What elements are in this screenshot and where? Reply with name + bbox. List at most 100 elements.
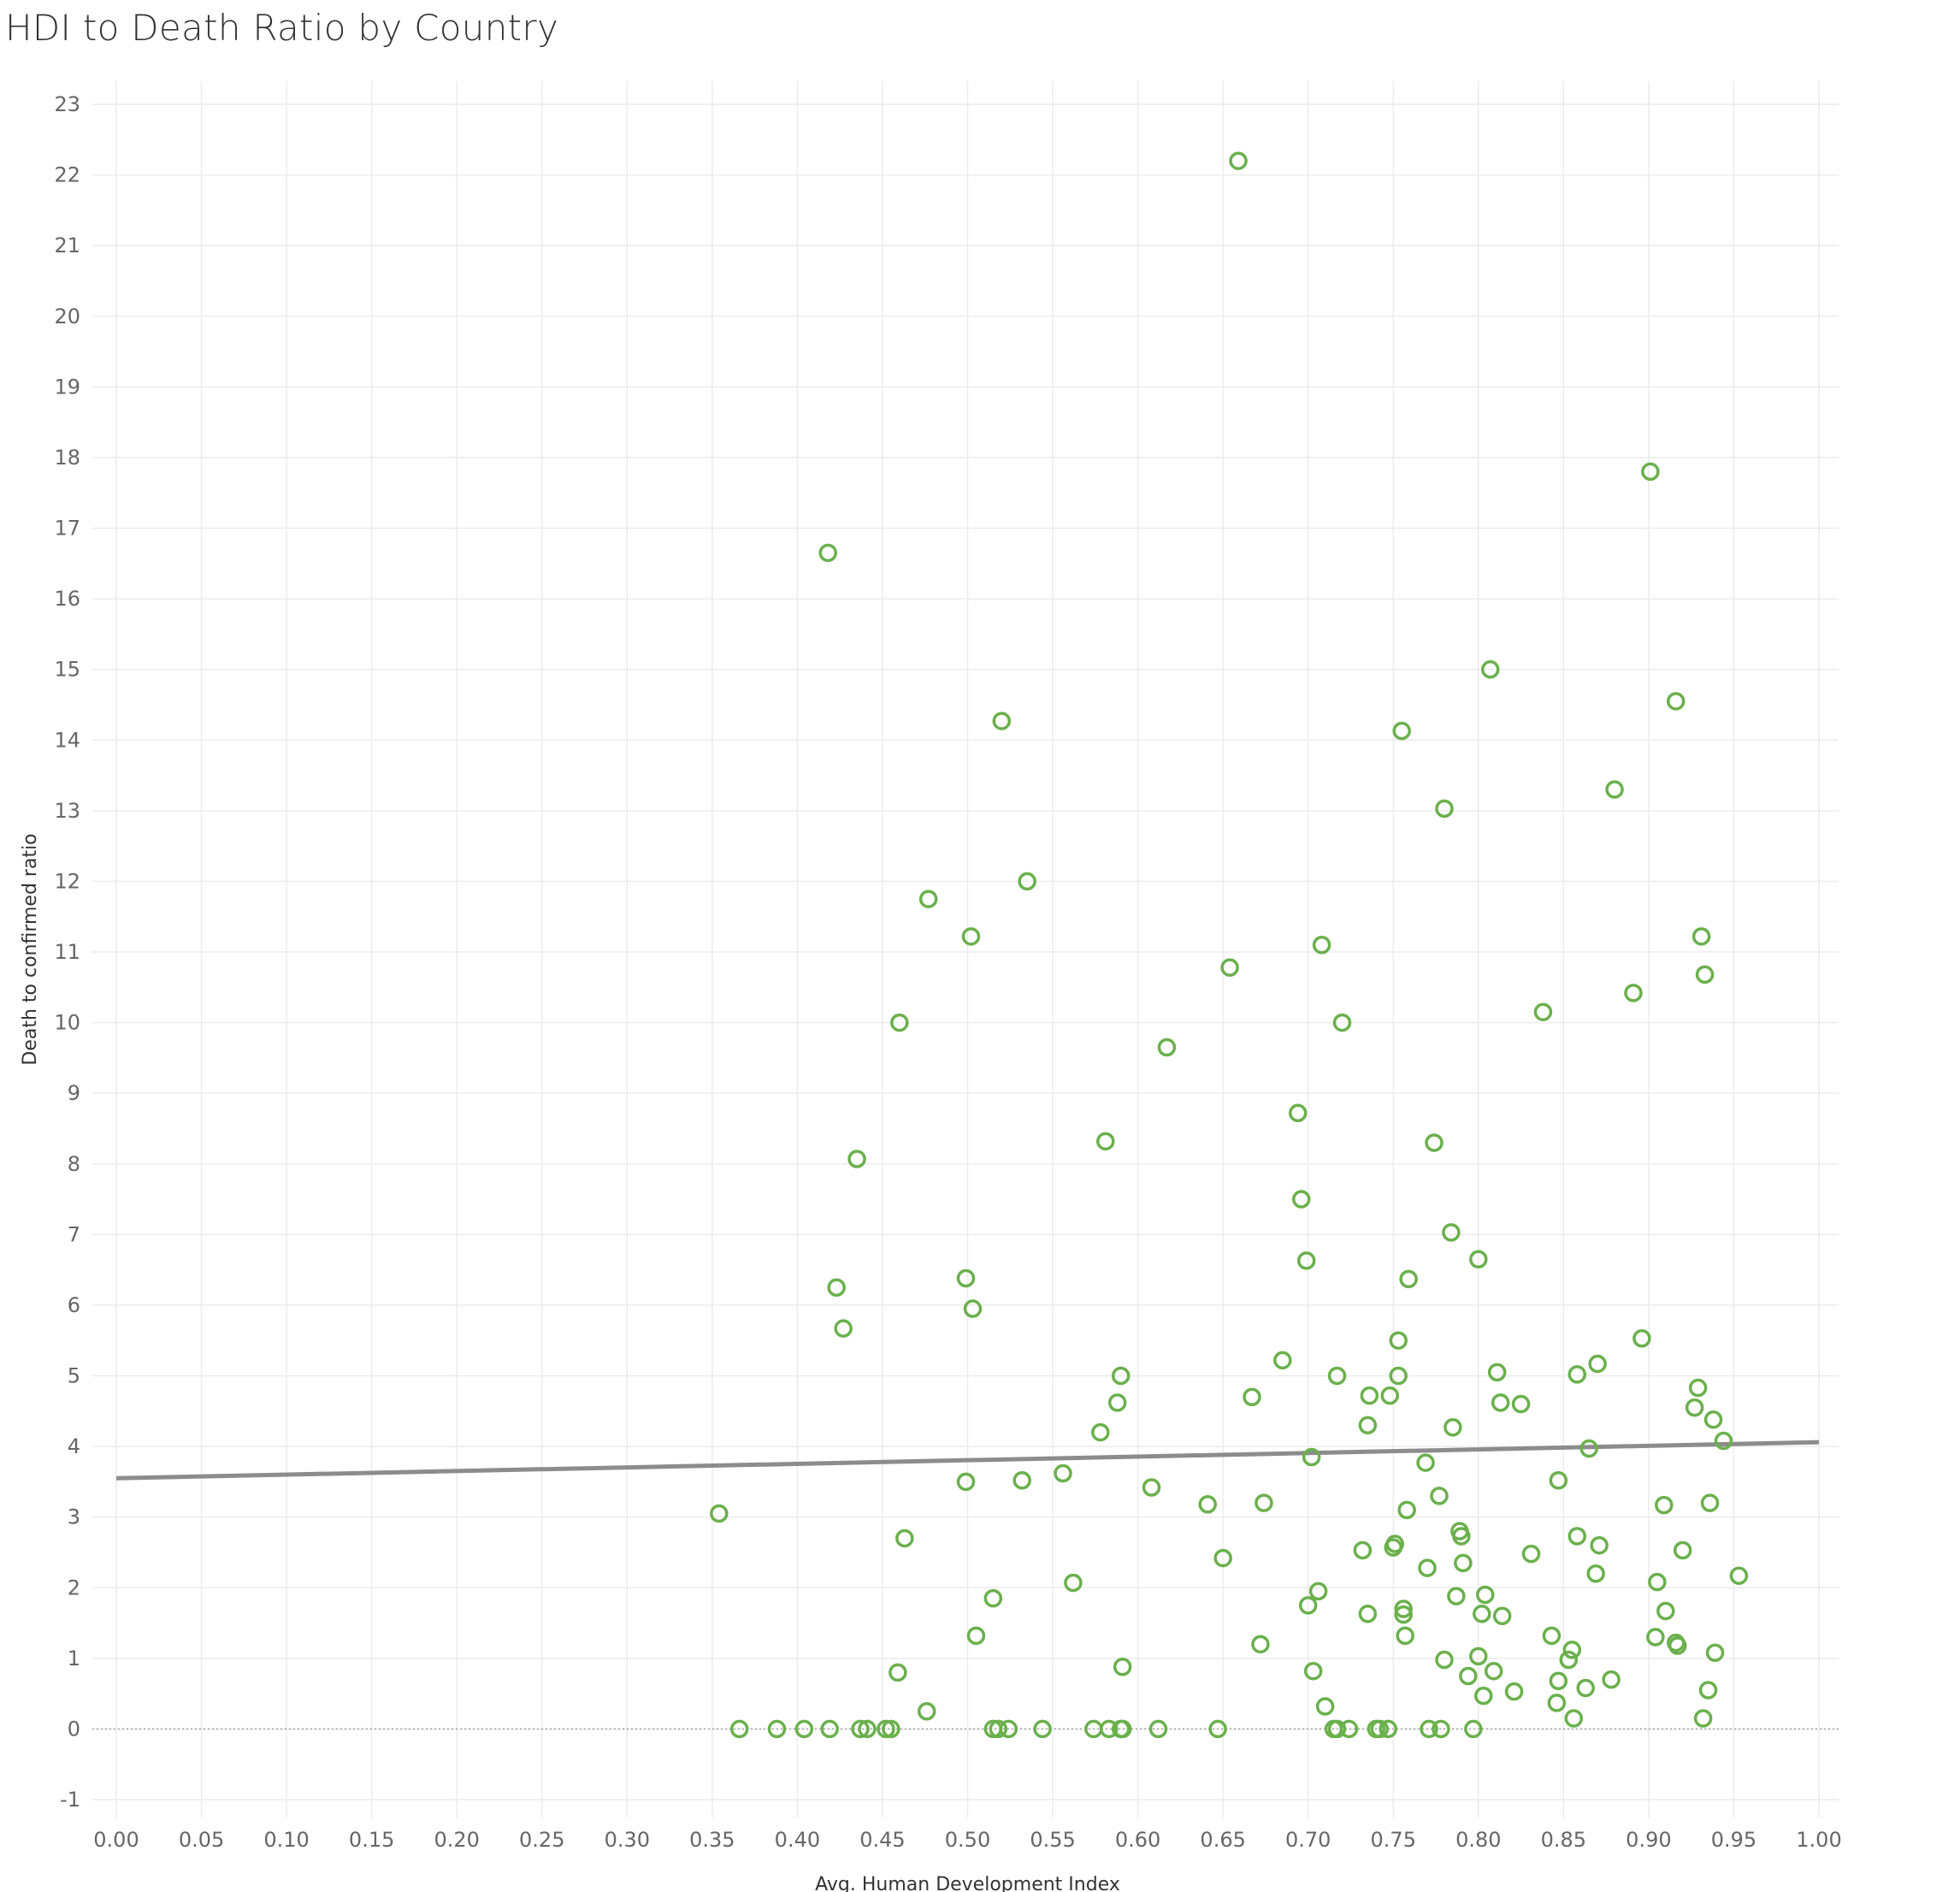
data-point[interactable] <box>1533 1002 1553 1021</box>
data-point[interactable] <box>1111 1366 1131 1386</box>
data-point[interactable] <box>1148 1719 1168 1739</box>
data-point[interactable] <box>1602 1670 1621 1689</box>
data-point[interactable] <box>1688 1378 1708 1398</box>
data-point[interactable] <box>1255 1493 1273 1512</box>
data-point[interactable] <box>1605 780 1624 799</box>
data-point[interactable] <box>729 1719 749 1739</box>
data-point[interactable] <box>767 1719 787 1739</box>
data-point[interactable] <box>1273 1351 1292 1370</box>
data-point[interactable] <box>1396 1626 1414 1646</box>
data-point[interactable] <box>1567 1527 1587 1546</box>
data-point[interactable] <box>1695 965 1715 984</box>
data-point[interactable] <box>1469 1250 1488 1268</box>
data-point[interactable] <box>1648 1572 1667 1592</box>
data-point[interactable] <box>1397 1500 1416 1520</box>
data-point[interactable] <box>1327 1719 1347 1739</box>
data-point[interactable] <box>1547 1694 1567 1712</box>
data-point[interactable] <box>1435 1650 1454 1670</box>
data-point[interactable] <box>1033 1719 1052 1739</box>
data-point[interactable] <box>1562 1641 1582 1659</box>
data-point[interactable] <box>1315 1697 1335 1716</box>
data-point[interactable] <box>918 890 938 908</box>
data-point[interactable] <box>1576 1678 1595 1698</box>
data-point[interactable] <box>1476 1585 1495 1605</box>
data-point[interactable] <box>1641 462 1660 482</box>
data-point[interactable] <box>1521 1544 1541 1564</box>
data-point[interactable] <box>1714 1431 1733 1451</box>
data-point[interactable] <box>1729 1566 1749 1585</box>
data-point[interactable] <box>1646 1628 1665 1647</box>
data-point[interactable] <box>1480 659 1500 679</box>
data-point[interactable] <box>827 1278 846 1298</box>
data-point[interactable] <box>1312 935 1331 955</box>
data-point[interactable] <box>1632 1328 1651 1348</box>
data-point[interactable] <box>1624 984 1643 1002</box>
data-point[interactable] <box>1549 1470 1568 1490</box>
data-point[interactable] <box>710 1504 729 1523</box>
data-point[interactable] <box>956 1268 976 1288</box>
data-point[interactable] <box>1590 1535 1609 1555</box>
data-point[interactable] <box>1668 1636 1687 1655</box>
data-point[interactable] <box>1380 1386 1400 1405</box>
data-point[interactable] <box>858 1719 877 1739</box>
data-point[interactable] <box>1447 1587 1466 1605</box>
data-point[interactable] <box>1685 1398 1704 1417</box>
data-point[interactable] <box>1491 1393 1510 1412</box>
data-point[interactable] <box>895 1528 914 1548</box>
data-point[interactable] <box>1308 1582 1328 1601</box>
data-point[interactable] <box>1430 1487 1449 1505</box>
data-point[interactable] <box>1459 1666 1478 1686</box>
data-point[interactable] <box>1700 1493 1720 1512</box>
data-point[interactable] <box>989 1719 1008 1739</box>
data-point[interactable] <box>1542 1626 1562 1646</box>
data-point[interactable] <box>1504 1682 1524 1701</box>
data-point[interactable] <box>1298 1596 1318 1615</box>
data-point[interactable] <box>1370 1719 1390 1739</box>
data-point[interactable] <box>1157 1038 1177 1057</box>
data-point[interactable] <box>1703 1410 1723 1429</box>
data-point[interactable] <box>1549 1671 1568 1691</box>
data-point[interactable] <box>1358 1605 1378 1623</box>
data-point[interactable] <box>1384 1538 1402 1557</box>
data-point[interactable] <box>888 1663 907 1682</box>
data-point[interactable] <box>1394 1599 1413 1618</box>
data-point[interactable] <box>1698 1681 1718 1700</box>
data-point[interactable] <box>1442 1223 1461 1242</box>
data-point[interactable] <box>1243 1387 1261 1407</box>
data-point[interactable] <box>992 712 1012 730</box>
data-point[interactable] <box>890 1013 909 1032</box>
data-point[interactable] <box>1425 1133 1443 1152</box>
data-point[interactable] <box>999 1719 1018 1739</box>
data-point[interactable] <box>1586 1564 1605 1583</box>
data-point[interactable] <box>1353 1540 1373 1560</box>
data-point[interactable] <box>1291 1190 1311 1209</box>
data-point[interactable] <box>818 543 837 563</box>
data-point[interactable] <box>1705 1643 1725 1662</box>
data-point[interactable] <box>1399 1269 1418 1289</box>
data-point[interactable] <box>1564 1709 1584 1728</box>
data-point[interactable] <box>1302 1447 1321 1467</box>
data-point[interactable] <box>917 1702 936 1721</box>
data-point[interactable] <box>1389 1331 1408 1350</box>
data-point[interactable] <box>983 1588 1003 1608</box>
data-point[interactable] <box>1296 1251 1316 1270</box>
data-point[interactable] <box>1327 1366 1347 1386</box>
data-point[interactable] <box>1691 927 1711 946</box>
data-point[interactable] <box>1673 1540 1692 1560</box>
data-point[interactable] <box>1012 1470 1031 1490</box>
data-point[interactable] <box>1091 1422 1110 1442</box>
data-point[interactable] <box>1251 1635 1270 1654</box>
data-point[interactable] <box>1567 1365 1587 1384</box>
data-point[interactable] <box>1229 151 1248 170</box>
data-point[interactable] <box>1208 1719 1227 1739</box>
data-point[interactable] <box>961 927 981 946</box>
data-point[interactable] <box>1339 1719 1359 1739</box>
data-point[interactable] <box>1100 1719 1119 1739</box>
data-point[interactable] <box>851 1719 870 1739</box>
data-point[interactable] <box>1113 1719 1132 1739</box>
data-point[interactable] <box>1332 1013 1352 1032</box>
data-point[interactable] <box>1579 1439 1598 1458</box>
data-point[interactable] <box>1096 1132 1115 1151</box>
data-point[interactable] <box>966 1626 986 1646</box>
trend-line[interactable] <box>115 1440 1820 1481</box>
